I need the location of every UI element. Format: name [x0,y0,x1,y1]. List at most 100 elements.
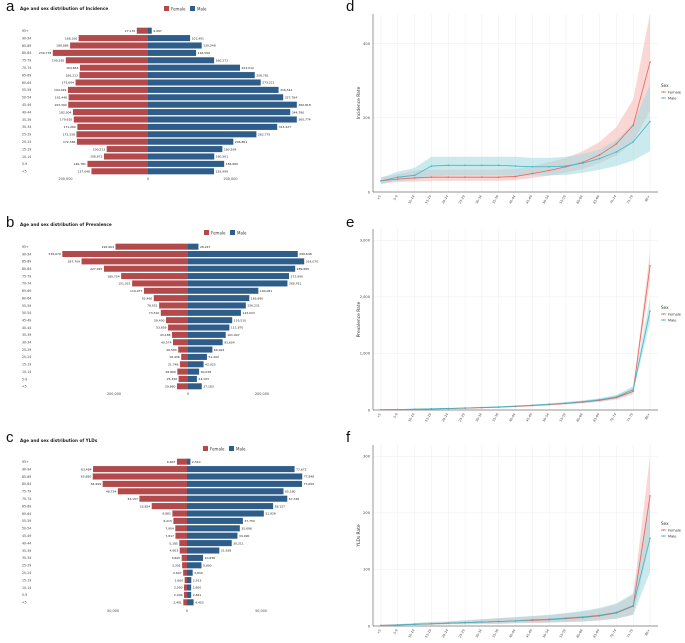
data-label-male-a: 262,775 [258,133,270,137]
x-tick-f: 25-29 [458,629,466,639]
bar-male-c [187,540,232,547]
data-point-male-d [397,176,399,178]
data-label-male-c: 37,750 [244,519,255,523]
bar-female-c [176,458,187,465]
x-tick-f: 35-39 [491,629,499,639]
bar-male-c [187,510,264,517]
x-tick-e: 80+ [644,412,651,420]
data-label-female-a: 172,386 [63,140,75,144]
data-point-male-d [514,165,517,167]
bar-female-a [103,153,148,160]
data-label-male-a: 180,299 [224,147,236,151]
bar-male-c [187,569,193,576]
bar-male-c [187,554,204,561]
x-tick-e: 10-14 [407,413,415,423]
data-label-female-b: 18,436 [169,355,180,359]
bar-male-a [148,123,278,130]
bar-male-b [188,317,233,324]
data-point-male-f [548,618,550,621]
data-label-male-b: 165,695 [251,296,263,300]
data-label-female-a: 179,920 [60,118,72,122]
data-label-female-c: 2,009 [174,593,183,597]
data-point-male-f [464,621,466,624]
x-tick-e: 55-59 [559,413,567,423]
data-label-male-b: 190,081 [260,289,272,293]
bar-male-b [188,346,213,353]
bar-male-c [187,577,192,584]
data-point-male-f [598,614,601,617]
bar-female-a [68,94,148,101]
panel-letter-a: a [6,0,15,15]
age-tick-a: 90-94 [22,36,31,40]
data-label-female-c: 4,903 [170,549,179,553]
bar-male-b [188,375,197,382]
bar-male-a [148,57,215,64]
bar-female-c [117,488,187,495]
bar-female-b [115,243,188,250]
chart-title-a: Age and sex distribution of Incidence [20,6,108,11]
data-label-female-c: 63,484 [81,467,92,471]
bar-male-b [188,324,230,331]
data-label-male-c: 2,841 [193,593,202,597]
data-point-male-f [430,622,433,625]
x-tick-f: 65-69 [592,629,600,639]
data-point-male-d [581,162,584,164]
bar-female-c [151,503,187,510]
data-label-male-c: 34,090 [239,534,250,538]
age-tick-c: 50-54 [22,527,31,531]
bar-female-c [139,495,187,502]
data-label-female-c: 3,605 [172,556,181,560]
bar-male-b [188,302,246,309]
data-point-male-e [531,404,534,407]
age-tick-c: 75-79 [22,490,31,494]
bar-male-b [188,383,202,390]
data-label-male-b: 42,023 [205,362,216,366]
age-tick-b: 25-29 [22,348,31,352]
x-tick-d: 35-39 [491,195,499,205]
x-tick-f: 50-54 [542,629,550,639]
data-label-female-b: 195,904 [102,245,114,249]
legend-label-female-b: Female [211,231,226,236]
age-tick-b: 95+ [22,245,29,249]
x-tick-f: 80+ [644,628,651,636]
y-tick-f: 200 [363,511,371,515]
data-label-male-c: 4,453 [195,601,204,605]
bar-male-a [148,153,215,160]
bar-male-a [148,146,223,153]
data-point-male-f [397,624,399,626]
bar-female-b [179,361,188,368]
legend-marker-female-d [662,91,665,93]
bar-female-a [72,109,148,116]
bar-male-b [188,258,305,265]
data-label-female-b: 119,077 [130,289,142,293]
bar-male-a [148,116,297,123]
y-tick-e: 3,000 [360,239,371,243]
data-label-male-b: 30,038 [201,370,212,374]
bar-male-a [148,131,257,138]
data-label-female-a: 168,106 [65,36,77,40]
x-tick-a: 200,000 [223,177,237,181]
data-label-female-c: 5,185 [169,541,178,545]
x-tick-e: 70-74 [609,413,617,423]
y-tick-f: 300 [363,455,371,459]
x-tick-e: 15-19 [424,413,432,423]
legend-swatch-female-c [203,446,208,451]
age-tick-a: 80-84 [22,51,31,55]
data-label-female-b: 53,856 [156,326,167,330]
data-label-male-c: 21,838 [221,549,232,553]
bar-male-c [187,547,220,554]
legend-swatch-female-b [204,230,209,235]
data-point-female-f [649,495,651,497]
data-label-male-a: 9,097 [153,29,162,33]
data-label-male-a: 327,784 [285,96,297,100]
age-tick-a: 65-69 [22,73,31,77]
data-point-male-f [447,622,450,624]
age-tick-c: 90-94 [22,467,31,471]
data-label-female-a: 199,285 [52,59,64,63]
x-tick-f: 45-49 [525,629,533,639]
data-point-male-e [581,400,584,403]
age-tick-c: 30-34 [22,556,31,560]
data-point-female-d [481,176,483,178]
bar-female-b [103,265,188,272]
